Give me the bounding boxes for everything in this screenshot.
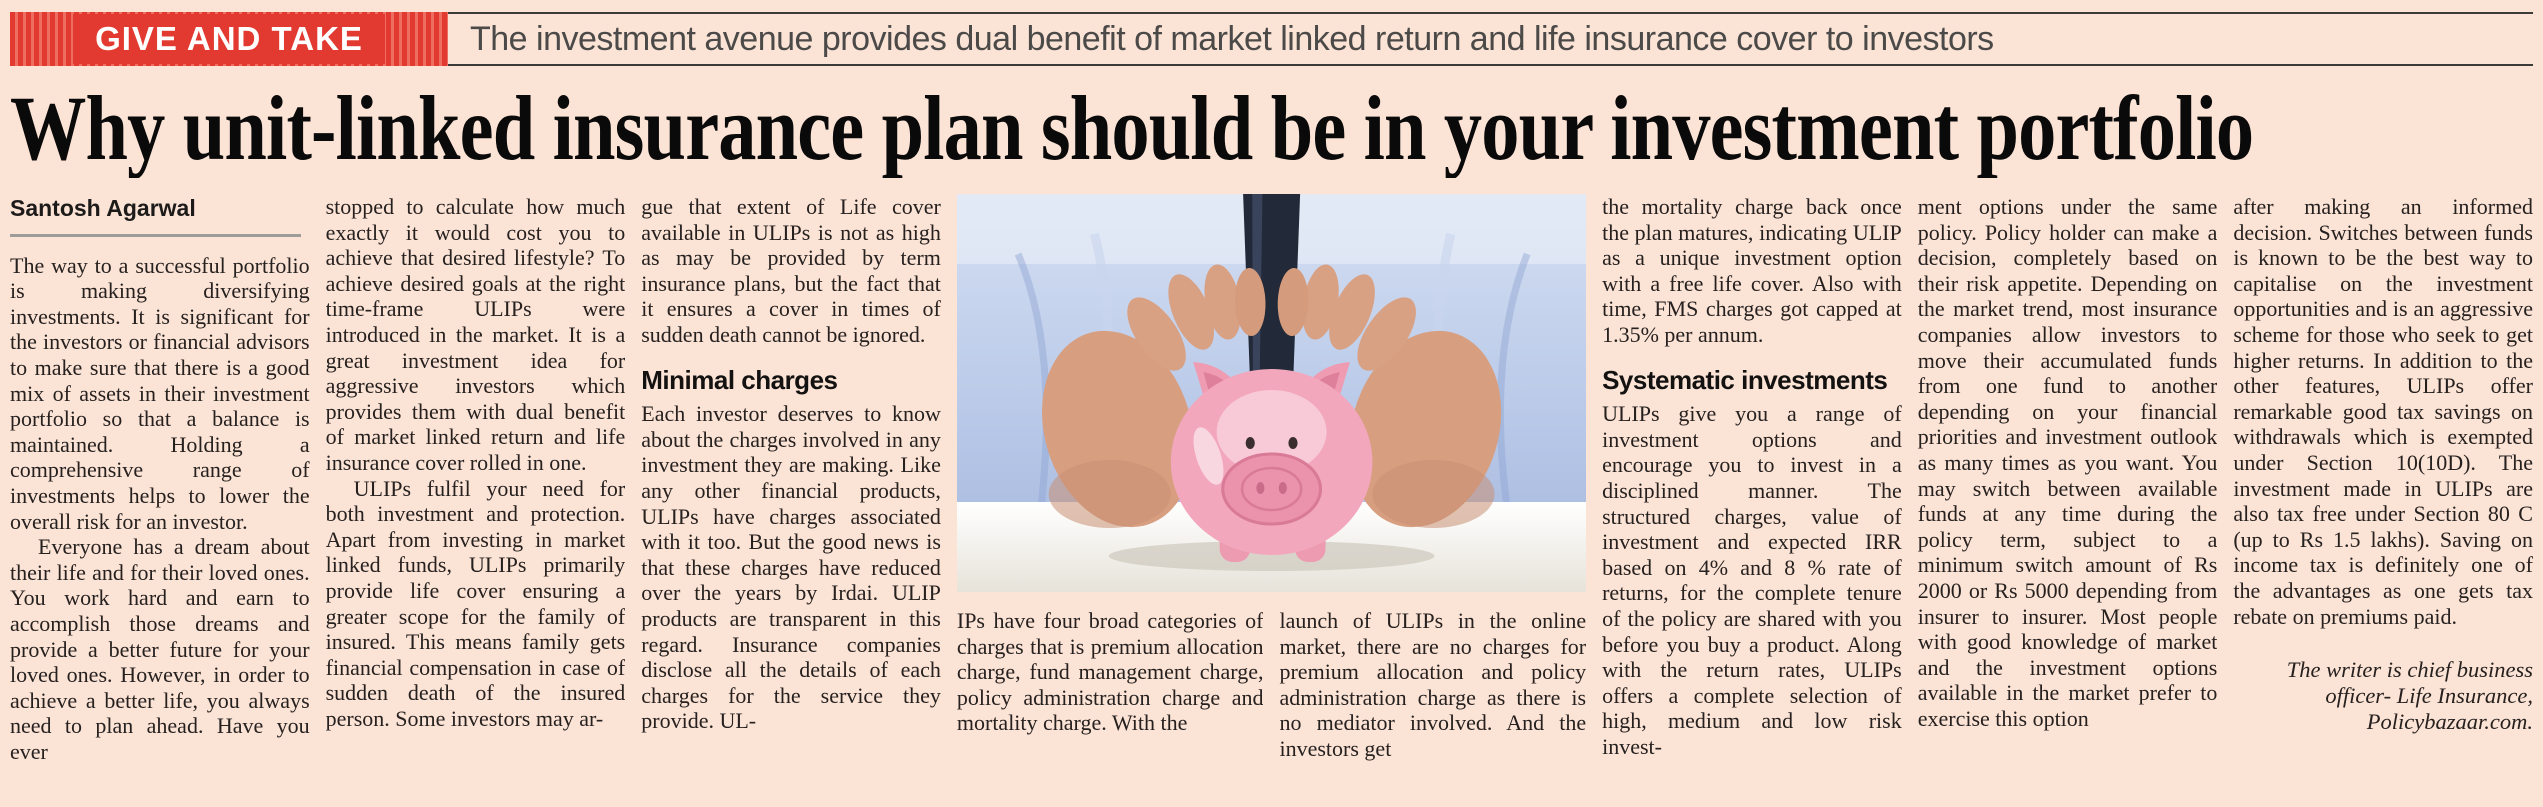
- paragraph: ULIPs give you a range of investment opt…: [1602, 401, 1902, 759]
- paragraph: Everyone has a dream about their life an…: [10, 534, 310, 764]
- column-4a: IPs have four broad categories of charge…: [957, 608, 1264, 778]
- writer-signoff: The writer is chief business officer- Li…: [2286, 657, 2533, 735]
- column-3: gue that extent of Life cover available …: [641, 194, 941, 778]
- paragraph: ULIPs fulfil your need for both investme…: [325, 475, 626, 731]
- piggy-bank-photo: [956, 194, 1587, 592]
- paragraph: gue that extent of Life cover available …: [641, 194, 941, 347]
- column-7: after making an informed decision. Switc…: [2233, 194, 2533, 778]
- headline-wrap: Why unit-linked insurance plan should be…: [10, 78, 2533, 178]
- column-6: ment options under the same policy. Poli…: [1918, 194, 2218, 778]
- byline: Santosh Agarwal: [10, 195, 196, 221]
- page-title: Why unit-linked insurance plan should be…: [10, 78, 2254, 178]
- byline-rule: [10, 233, 301, 237]
- paragraph: launch of ULIPs in the online market, th…: [1279, 608, 1587, 761]
- column-2: stopped to calculate how much exactly it…: [326, 194, 626, 778]
- article-body: Santosh Agarwal The way to a successful …: [0, 194, 2543, 778]
- paragraph: after making an informed decision. Switc…: [2233, 194, 2533, 629]
- subhead-minimal-charges: Minimal charges: [641, 364, 838, 395]
- banner-strapline: The investment avenue provides dual bene…: [448, 12, 2533, 66]
- column-4b: launch of ULIPs in the online market, th…: [1279, 608, 1586, 778]
- right-hand: [1277, 264, 1502, 528]
- paragraph: stopped to calculate how much exactly it…: [325, 194, 626, 475]
- top-banner: GIVE AND TAKE The investment avenue prov…: [10, 12, 2533, 66]
- subcolumns: IPs have four broad categories of charge…: [957, 608, 1586, 778]
- banner-tag-label: GIVE AND TAKE: [73, 14, 385, 64]
- paragraph: IPs have four broad categories of charge…: [956, 608, 1264, 736]
- column-5: the mortality charge back once the plan …: [1602, 194, 1902, 778]
- left-hand: [1041, 264, 1266, 528]
- paragraph: Each investor deserves to know about the…: [641, 401, 941, 734]
- subhead-systematic-investments: Systematic investments: [1602, 364, 1888, 395]
- column-1: Santosh Agarwal The way to a successful …: [10, 194, 310, 778]
- paragraph: the mortality charge back once the plan …: [1602, 194, 1902, 347]
- photo-and-subcolumns: IPs have four broad categories of charge…: [956, 194, 1587, 778]
- paragraph: ment options under the same policy. Poli…: [1917, 194, 2218, 731]
- banner-tag-box: GIVE AND TAKE: [10, 12, 448, 66]
- piggy-bank: [1170, 362, 1373, 562]
- paragraph: The way to a successful portfolio is mak…: [10, 252, 310, 534]
